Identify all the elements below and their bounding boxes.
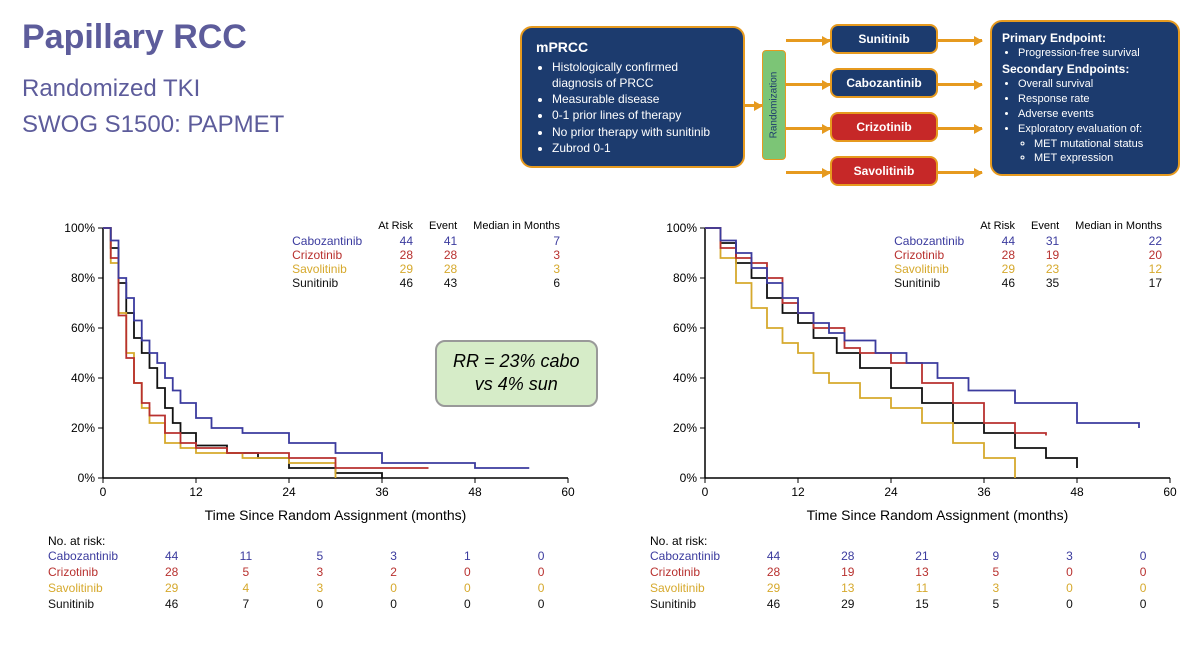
trial-schema: mPRCC Histologically confirmed diagnosis… [520,12,1180,202]
svg-text:100%: 100% [666,221,697,235]
arrow-icon [786,171,830,174]
arm-savolitinib: Savolitinib [830,156,938,186]
arrow-icon [786,127,830,130]
risk-table-left: No. at risk:Cabozantinib44115310Crizotin… [48,534,578,612]
randomization-box: Randomization [762,50,786,160]
svg-text:Time Since Random Assignment (: Time Since Random Assignment (months) [205,507,467,523]
km-plot-os: 0% 20% 40% 60% 80% 100% 0 12 24 36 48 60 Time Since … [650,218,1180,533]
arrow-icon [938,171,982,174]
svg-text:0%: 0% [78,471,96,485]
svg-text:60%: 60% [71,321,95,335]
km-legend-left: At RiskEventMedian in MonthsCabozantinib… [292,220,568,290]
arrow-icon [786,39,830,42]
svg-text:20%: 20% [71,421,95,435]
svg-text:24: 24 [282,485,296,499]
svg-text:Time Since Random Assignment (: Time Since Random Assignment (months) [807,507,1069,523]
km-plot-pfs: 0% 20% 40% 60% 80% 100% 0 12 24 36 48 60 Time Since … [48,218,578,533]
svg-text:0%: 0% [680,471,698,485]
subtitle-2: SWOG S1500: PAPMET [22,111,284,139]
svg-text:48: 48 [1070,485,1084,499]
svg-text:40%: 40% [71,371,95,385]
randomization-label: Randomization [769,72,780,139]
risk-table-right: No. at risk:Cabozantinib442821930Crizoti… [650,534,1180,612]
svg-text:36: 36 [977,485,991,499]
endpoints-box: Primary Endpoint: Progression-free survi… [990,20,1180,176]
svg-text:60%: 60% [673,321,697,335]
arrow-icon [938,127,982,130]
svg-text:20%: 20% [673,421,697,435]
svg-text:0: 0 [100,485,107,499]
primary-endpoint-header: Primary Endpoint: [1002,30,1168,46]
svg-text:40%: 40% [673,371,697,385]
page-title: Papillary RCC [22,18,284,57]
svg-text:60: 60 [561,485,575,499]
arrow-icon [938,39,982,42]
subtitle-1: Randomized TKI [22,75,284,103]
arm-sunitinib: Sunitinib [830,24,938,54]
arm-crizotinib: Crizotinib [830,112,938,142]
svg-text:24: 24 [884,485,898,499]
svg-text:36: 36 [375,485,389,499]
arrow-icon [938,83,982,86]
svg-text:48: 48 [468,485,482,499]
svg-text:0: 0 [702,485,709,499]
svg-text:100%: 100% [64,221,95,235]
arrow-icon [786,83,830,86]
secondary-endpoint-header: Secondary Endpoints: [1002,61,1168,77]
arm-cabozantinib: Cabozantinib [830,68,938,98]
svg-text:12: 12 [791,485,805,499]
svg-text:60: 60 [1163,485,1177,499]
km-legend-right: At RiskEventMedian in MonthsCabozantinib… [894,220,1170,290]
svg-text:80%: 80% [71,271,95,285]
svg-text:80%: 80% [673,271,697,285]
eligibility-header: mPRCC [536,39,588,55]
svg-text:12: 12 [189,485,203,499]
arrow-icon [745,104,762,107]
eligibility-box: mPRCC Histologically confirmed diagnosis… [520,26,745,168]
